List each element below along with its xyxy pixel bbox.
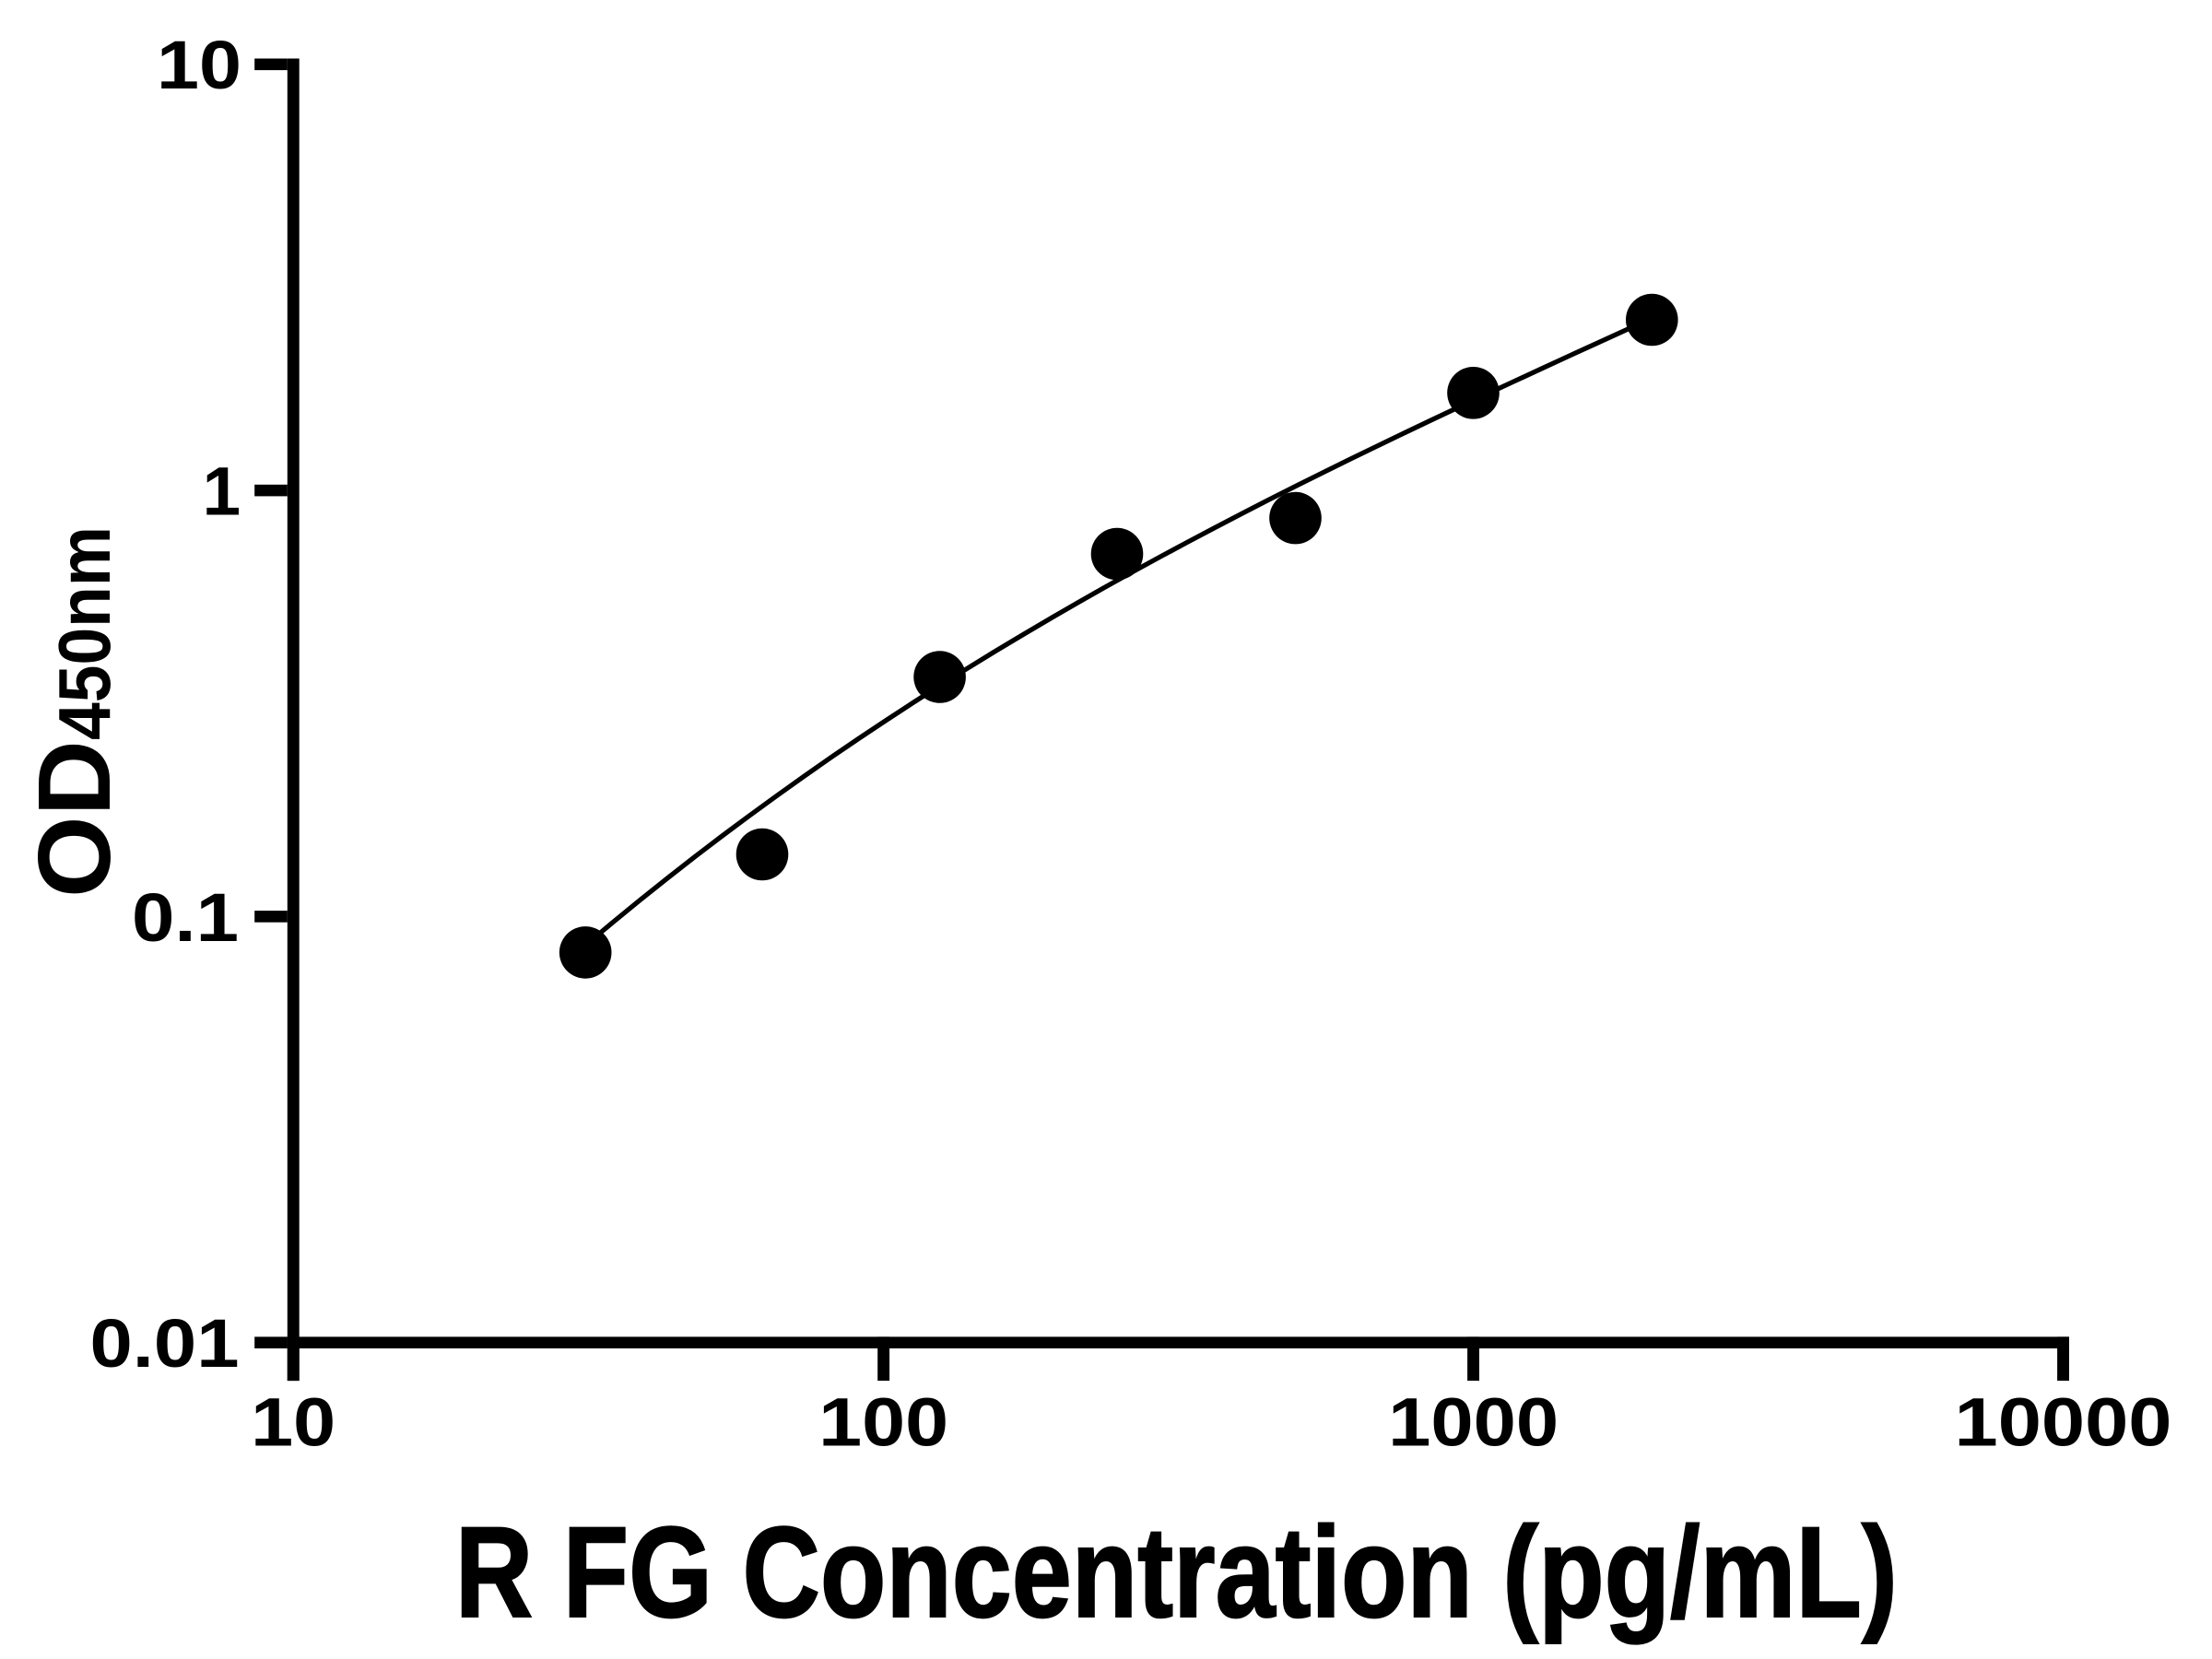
svg-text:10: 10 <box>157 27 241 103</box>
svg-text:100: 100 <box>818 1384 948 1461</box>
svg-text:450nm: 450nm <box>43 526 125 740</box>
svg-text:0.1: 0.1 <box>132 879 239 956</box>
svg-text:1: 1 <box>203 453 241 530</box>
svg-text:10000: 10000 <box>1955 1384 2172 1461</box>
svg-text:OD: OD <box>18 740 132 898</box>
svg-text:R FG Concentration (pg/mL): R FG Concentration (pg/mL) <box>455 1500 1898 1644</box>
svg-text:10: 10 <box>251 1384 335 1461</box>
svg-text:1000: 1000 <box>1388 1384 1559 1461</box>
svg-text:0.01: 0.01 <box>90 1305 240 1382</box>
